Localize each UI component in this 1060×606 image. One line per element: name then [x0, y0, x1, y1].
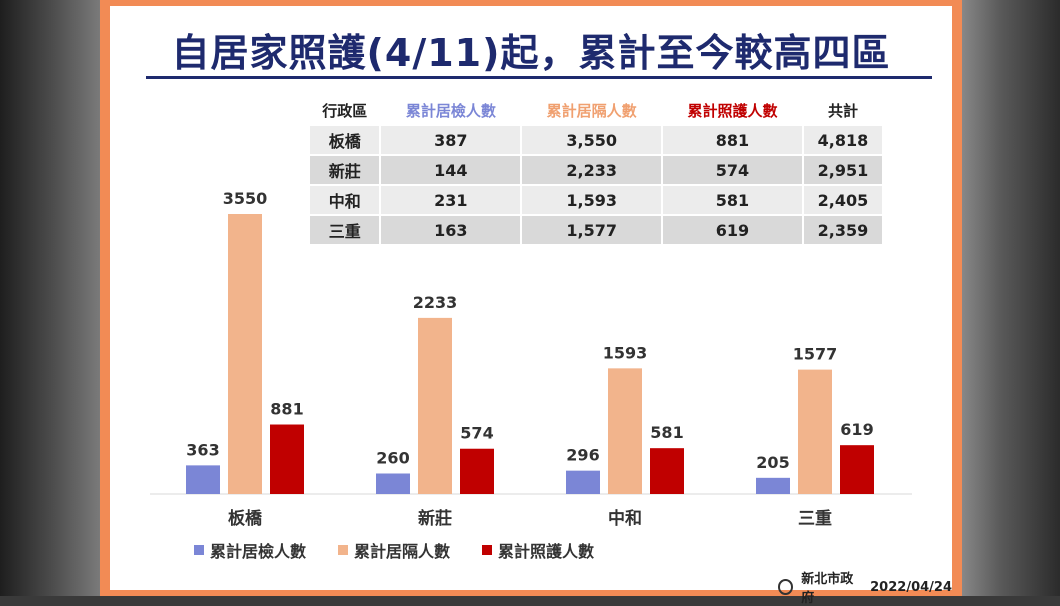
table-row: 中和 231 1,593 581 2,405	[310, 186, 882, 214]
table-row: 三重 163 1,577 619 2,359	[310, 216, 882, 244]
data-label: 1577	[793, 345, 838, 364]
bar	[270, 424, 304, 494]
data-label: 363	[186, 440, 219, 459]
table-cell: 三重	[310, 216, 380, 244]
legend-swatch	[482, 545, 493, 555]
bar	[798, 369, 832, 494]
table-header: 共計	[803, 96, 882, 124]
category-label: 三重	[798, 508, 832, 529]
table-cell: 2,951	[803, 156, 882, 184]
legend-item: 累計照護人數	[482, 538, 594, 562]
bar	[376, 473, 410, 494]
data-label: 205	[756, 453, 789, 472]
table-cell: 板橋	[310, 126, 380, 154]
table-cell: 2,359	[803, 216, 882, 244]
bar-chart: 363 3550 881 板橋 260 2233 574 新莊 296 1593 581 中和 205 1…	[150, 189, 912, 529]
data-label: 581	[650, 423, 683, 442]
table-header: 累計居隔人數	[522, 96, 662, 124]
table-cell: 2,405	[803, 186, 882, 214]
bar	[756, 477, 790, 494]
background-right	[960, 0, 1060, 596]
data-label: 260	[376, 448, 409, 467]
category-label: 中和	[608, 508, 642, 529]
table-cell: 574	[663, 156, 802, 184]
bar	[840, 445, 874, 494]
legend-label: 累計居檢人數	[210, 542, 307, 561]
data-label: 296	[566, 446, 599, 465]
data-label: 881	[270, 400, 303, 419]
table-cell: 1,577	[522, 216, 662, 244]
bar	[566, 470, 600, 494]
table-cell: 881	[663, 126, 802, 154]
legend-label: 累計照護人數	[498, 542, 595, 561]
chart-legend: 累計居檢人數 累計居隔人數 累計照護人數	[194, 538, 594, 562]
table-cell: 231	[381, 186, 521, 214]
table-cell: 163	[381, 216, 521, 244]
slide-title: 自居家照護(4/11)起，累計至今較高四區	[171, 31, 891, 75]
table-cell: 1,593	[522, 186, 662, 214]
legend-item: 累計居隔人數	[338, 538, 450, 562]
background-left	[0, 0, 100, 596]
table-header: 累計居檢人數	[381, 96, 521, 124]
org-name: 新北市政府	[801, 572, 854, 606]
data-label: 3550	[223, 189, 268, 208]
summary-table: 行政區 累計居檢人數 累計居隔人數 累計照護人數 共計 板橋 387 3,550…	[308, 94, 884, 246]
title-underline	[146, 76, 932, 79]
table-header: 累計照護人數	[663, 96, 802, 124]
slide-frame: 自居家照護(4/11)起，累計至今較高四區 行政區 累計居檢人數 累計居隔人數 …	[100, 0, 962, 606]
table-cell: 3,550	[522, 126, 662, 154]
legend-label: 累計居隔人數	[354, 542, 451, 561]
table-header: 行政區	[310, 96, 380, 124]
legend-swatch	[194, 545, 204, 555]
table-cell: 619	[663, 216, 802, 244]
bar	[186, 465, 220, 494]
table-row: 新莊 144 2,233 574 2,951	[310, 156, 882, 184]
data-label: 2233	[413, 293, 458, 312]
data-label: 1593	[603, 343, 648, 362]
government-logo-icon	[778, 579, 794, 595]
data-label: 619	[840, 420, 873, 439]
bar	[418, 317, 452, 494]
footer-date: 2022/04/24	[870, 579, 952, 595]
bar	[460, 448, 494, 494]
category-label: 板橋	[228, 508, 263, 529]
table-cell: 387	[381, 126, 521, 154]
bar	[608, 368, 642, 494]
table-cell: 中和	[310, 186, 380, 214]
table-cell: 2,233	[522, 156, 662, 184]
table-header-row: 行政區 累計居檢人數 累計居隔人數 累計照護人數 共計	[310, 96, 882, 124]
table-row: 板橋 387 3,550 881 4,818	[310, 126, 882, 154]
legend-swatch	[338, 545, 349, 555]
table-cell: 144	[381, 156, 521, 184]
data-label: 574	[460, 424, 493, 443]
table-cell: 新莊	[310, 156, 380, 184]
slide-panel: 自居家照護(4/11)起，累計至今較高四區 行政區 累計居檢人數 累計居隔人數 …	[110, 6, 952, 606]
table-cell: 581	[663, 186, 802, 214]
table-cell: 4,818	[803, 126, 882, 154]
legend-item: 累計居檢人數	[194, 538, 306, 562]
bar	[228, 214, 262, 494]
category-label: 新莊	[418, 508, 452, 529]
bar	[650, 448, 684, 494]
footer: 新北市政府 2022/04/24	[778, 568, 952, 606]
